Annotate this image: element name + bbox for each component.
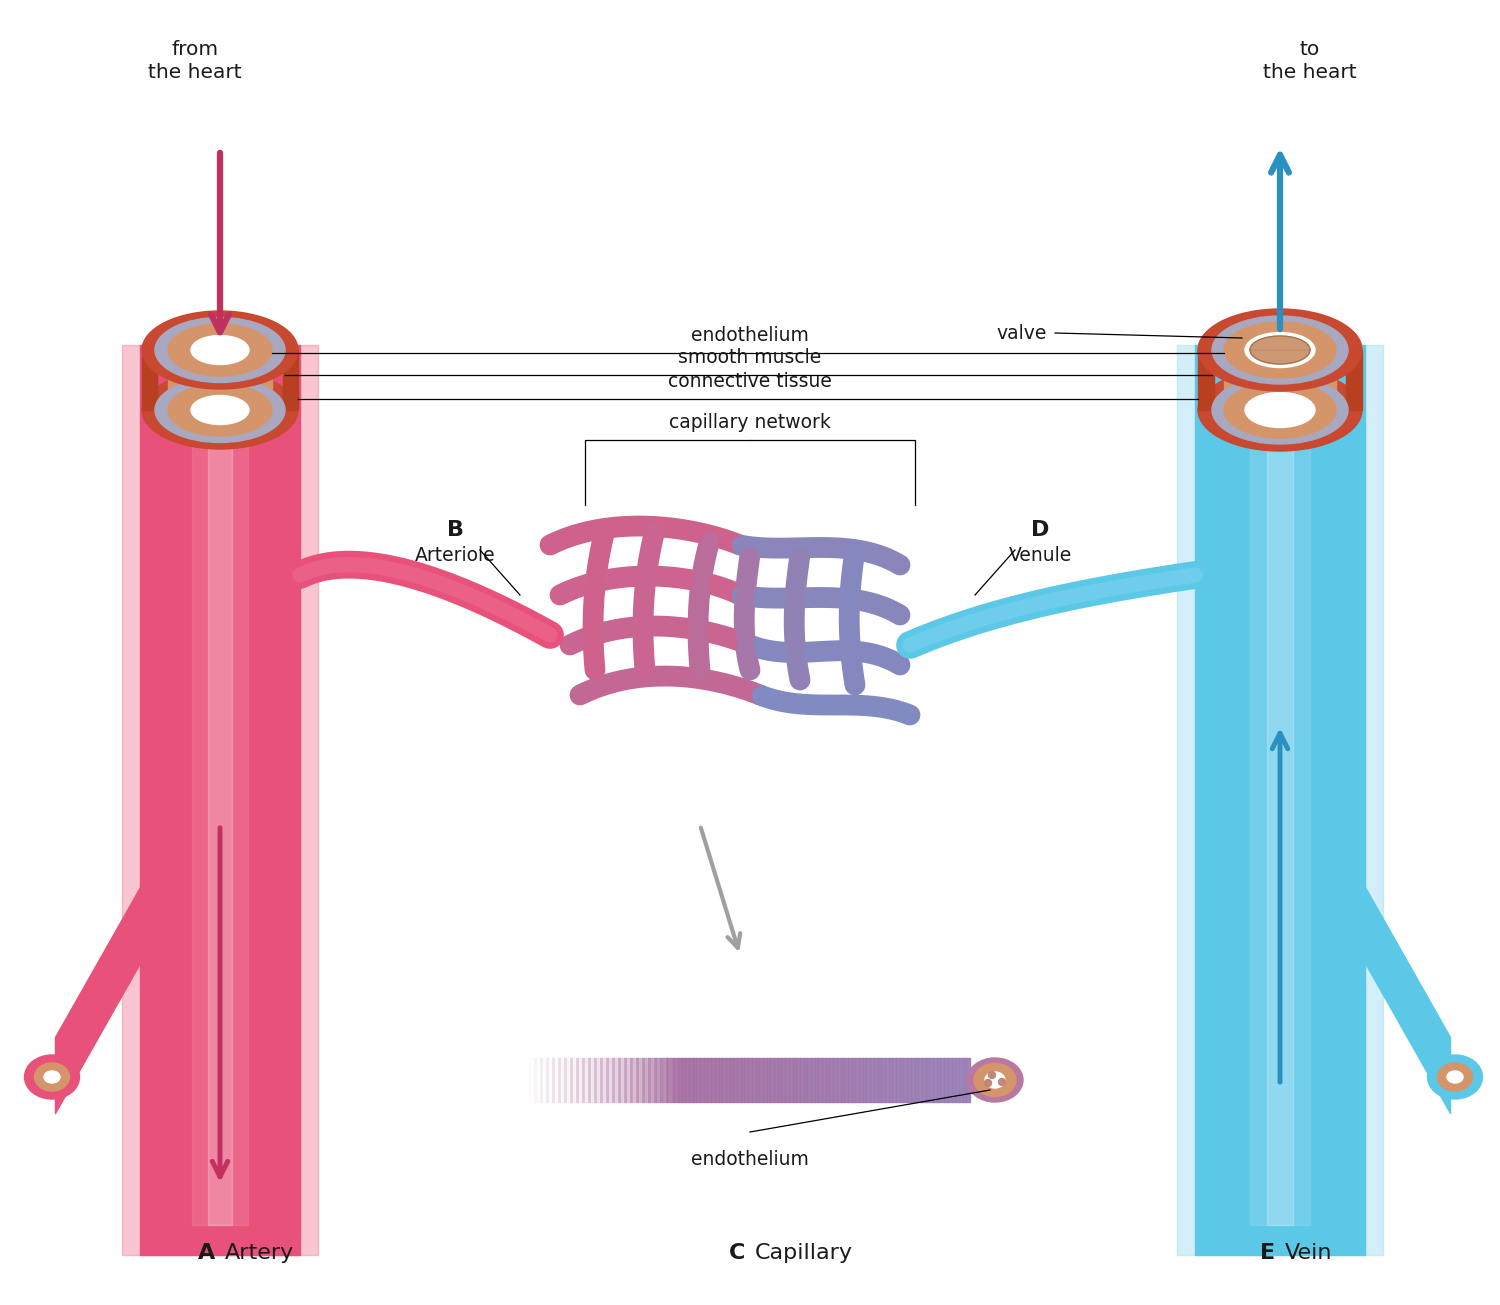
Ellipse shape	[974, 1064, 1016, 1096]
Ellipse shape	[1198, 369, 1362, 452]
Ellipse shape	[1224, 382, 1336, 438]
Text: Vein: Vein	[1286, 1242, 1332, 1263]
Text: A: A	[198, 1242, 214, 1263]
Text: connective tissue: connective tissue	[668, 372, 832, 392]
Text: C: C	[729, 1242, 746, 1263]
Text: from
the heart: from the heart	[148, 40, 242, 82]
Text: Arteriole: Arteriole	[414, 545, 495, 565]
Circle shape	[988, 1071, 996, 1078]
Polygon shape	[1250, 350, 1310, 364]
Ellipse shape	[1437, 1064, 1473, 1091]
Text: B: B	[447, 519, 464, 540]
Ellipse shape	[190, 335, 249, 364]
Ellipse shape	[190, 395, 249, 424]
Text: D: D	[1030, 519, 1048, 540]
Polygon shape	[1224, 350, 1248, 410]
Ellipse shape	[1448, 1071, 1462, 1083]
Text: valve: valve	[996, 324, 1047, 342]
Ellipse shape	[34, 1064, 69, 1091]
Polygon shape	[142, 350, 158, 410]
Text: smooth muscle: smooth muscle	[678, 348, 822, 367]
Ellipse shape	[24, 1054, 80, 1099]
Text: capillary network: capillary network	[669, 412, 831, 432]
Text: Capillary: Capillary	[754, 1242, 853, 1263]
Polygon shape	[1198, 350, 1214, 410]
Circle shape	[999, 1078, 1005, 1086]
Polygon shape	[1250, 335, 1310, 350]
Ellipse shape	[1212, 316, 1348, 384]
Ellipse shape	[1245, 393, 1316, 428]
Text: endothelium: endothelium	[692, 326, 808, 345]
Polygon shape	[249, 350, 272, 410]
Polygon shape	[284, 350, 298, 410]
Polygon shape	[1346, 350, 1362, 410]
Ellipse shape	[1245, 333, 1316, 368]
Ellipse shape	[1428, 1054, 1482, 1099]
Ellipse shape	[154, 377, 285, 442]
Ellipse shape	[44, 1071, 60, 1083]
Ellipse shape	[142, 371, 298, 449]
Text: to
the heart: to the heart	[1263, 40, 1358, 82]
Text: Artery: Artery	[225, 1242, 294, 1263]
Ellipse shape	[168, 384, 272, 436]
Text: endothelium: endothelium	[692, 1150, 808, 1169]
Ellipse shape	[968, 1058, 1023, 1101]
Text: Venule: Venule	[1008, 545, 1071, 565]
Text: E: E	[1260, 1242, 1275, 1263]
Ellipse shape	[1212, 376, 1348, 444]
Polygon shape	[168, 350, 190, 410]
Ellipse shape	[168, 324, 272, 376]
Circle shape	[984, 1079, 992, 1087]
Ellipse shape	[1198, 309, 1362, 392]
Ellipse shape	[154, 317, 285, 382]
Ellipse shape	[986, 1071, 1005, 1088]
Polygon shape	[1312, 350, 1336, 410]
Ellipse shape	[142, 311, 298, 389]
Ellipse shape	[1224, 322, 1336, 378]
